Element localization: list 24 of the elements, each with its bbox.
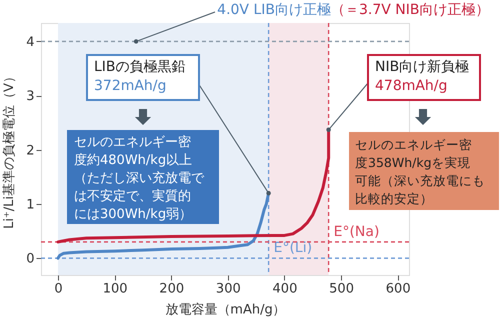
annotation: セルのエネルギー密度358Wh/kgを実現可能（深い充放電にも比較的安定）	[355, 137, 485, 206]
x-tick-label: 0	[54, 282, 63, 296]
annotation: LIBの負極黒鉛	[94, 59, 186, 75]
y-tick-label: 3	[26, 89, 34, 104]
y-tick-label: 0	[26, 252, 34, 267]
x-tick-label: 600	[386, 282, 411, 296]
x-tick-label: 100	[102, 282, 128, 296]
x-tick-label: 200	[159, 282, 184, 296]
x-axis-title: 放電容量（mAh/g）	[165, 302, 286, 318]
ref-line-label: E°(Li)	[274, 240, 312, 256]
ref-line-label: E°(Na)	[334, 224, 380, 240]
y-tick-label: 4	[26, 34, 34, 50]
x-tick-label: 300	[216, 282, 241, 296]
x-tick-label: 400	[272, 282, 298, 296]
y-axis-title: Li⁺/Li基準の負極電位（V）	[2, 70, 18, 229]
annotation: セルのエネルギー密度約480Wh/kg以上（ただし深い充放電では不安定で、実質的には300Wh/kg弱）	[74, 135, 205, 222]
annotation: NIB向け新負極	[375, 59, 470, 75]
y-tick-label: 1	[26, 198, 34, 213]
x-tick-label: 500	[329, 282, 354, 296]
annotation: 372mAh/g	[94, 78, 166, 94]
annotation: 4.0V LIB向け正極	[217, 2, 331, 18]
y-tick-label: 2	[26, 143, 34, 158]
annotation: 478mAh/g	[375, 78, 448, 94]
text: （＝3.7V NIB向け正極）	[331, 2, 490, 18]
